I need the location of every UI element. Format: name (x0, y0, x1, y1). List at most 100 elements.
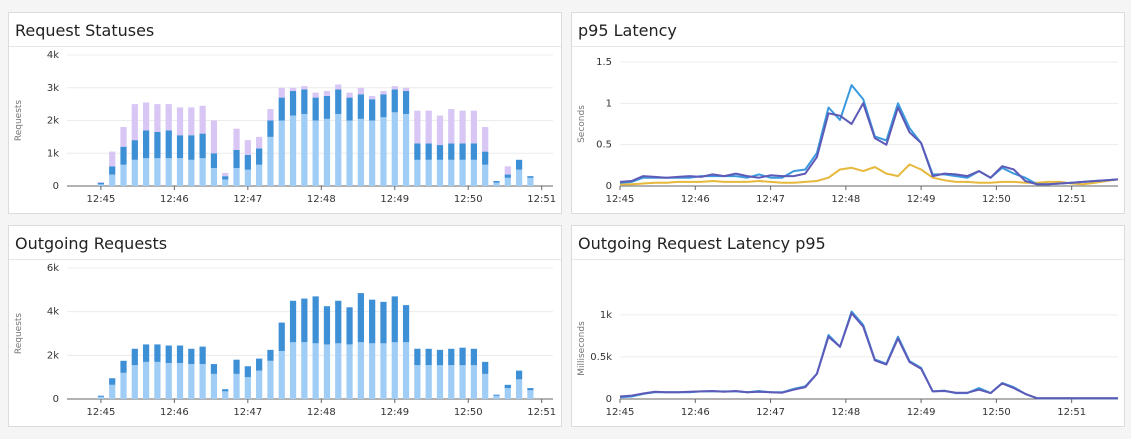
p2-bar-light (448, 365, 455, 399)
p2-bar-medium (425, 348, 432, 366)
p0-bar-light (470, 159, 477, 186)
p3-xtick-label: 12:45 (606, 407, 635, 418)
p2-bar-medium (199, 346, 206, 365)
p0-bar-medium (380, 94, 387, 118)
p0-bar-lavender (335, 84, 342, 90)
p2-bar-light (267, 360, 274, 399)
p2-bar-medium (482, 361, 489, 374)
p2-ytick-label: 4k (47, 307, 59, 318)
p0-bar-light (120, 164, 127, 186)
p0-bar-light (323, 118, 331, 186)
p0-bar-light (448, 159, 455, 186)
p0-bar-lavender (391, 86, 398, 90)
outgoing-requests-title: Outgoing Requests (9, 226, 561, 260)
p0-bar-medium (109, 166, 116, 175)
p0-bar-medium (289, 91, 297, 116)
p1-ylabel: Seconds (577, 105, 587, 143)
p2-bar-medium (176, 345, 184, 363)
p0-bar-lavender (131, 104, 138, 141)
p0-bar-medium (131, 140, 138, 160)
outgoing-requests-panel: Outgoing Requests 0 2k 4k 6k 12:45 12:46 12:47… (8, 225, 562, 427)
p0-bar-medium (425, 143, 432, 160)
p0-bar-medium (188, 135, 195, 160)
p2-bar-medium (256, 358, 263, 371)
p2-bar-medium (210, 364, 218, 374)
p1-ytick-label: 0.5 (596, 140, 612, 151)
p0-bar-medium (176, 135, 184, 159)
p2-bar-medium (278, 322, 285, 351)
p2-ytick-label: 6k (47, 263, 59, 274)
p0-bar-lavender (312, 92, 319, 98)
p2-bar-light (256, 370, 263, 399)
p0-bar-light (380, 117, 387, 186)
p0-bar-light (301, 113, 308, 186)
p0-bar-medium (278, 97, 285, 121)
p0-bar-medium (515, 159, 523, 170)
p0-bar-medium (222, 176, 229, 180)
p0-bar-medium (504, 174, 511, 178)
p2-bar-light (436, 365, 444, 399)
p0-bar-lavender (176, 107, 184, 136)
p0-bar-lavender (165, 104, 172, 131)
p0-bar-light (335, 113, 342, 186)
p0-xtick-label: 12:48 (307, 194, 336, 205)
p0-bar-light (244, 169, 251, 186)
p0-bar-lavender (357, 87, 364, 95)
p0-xtick-label: 12:50 (454, 194, 483, 205)
p2-bar-medium (120, 360, 127, 373)
p3-line-blue (619, 310, 1118, 400)
p0-bar-light (482, 164, 489, 186)
p2-bar-light (425, 365, 432, 399)
p0-bar-lavender (448, 109, 455, 144)
p2-bar-medium (301, 298, 308, 343)
p0-bar-lavender (222, 172, 229, 177)
p3-ytick-label: 0 (606, 394, 612, 405)
p2-xtick-label: 12:45 (86, 407, 115, 418)
p2-bar-medium (470, 348, 477, 366)
p1-line-purple (619, 102, 1119, 186)
p0-bar-light (165, 158, 172, 186)
p0-bar-lavender (402, 87, 410, 92)
p2-bar-medium (165, 345, 172, 363)
p0-bar-medium (482, 151, 489, 165)
p2-bar-light (504, 388, 511, 399)
p2-bar-light (470, 365, 477, 399)
p2-xtick-label: 12:46 (160, 407, 189, 418)
p0-xtick-label: 12:45 (86, 194, 115, 205)
p2-ytick-label: 0 (53, 394, 59, 405)
p0-ytick-label: 0 (53, 181, 59, 192)
p0-bar-medium (448, 143, 455, 160)
p0-bar-lavender (301, 86, 308, 90)
p0-bar-light (199, 158, 206, 186)
p0-bar-medium (312, 97, 319, 121)
p0-bar-medium (210, 153, 218, 168)
p0-bar-medium (335, 89, 342, 114)
p0-bar-light (459, 159, 466, 186)
p2-bar-medium (109, 378, 116, 385)
p0-bar-light (527, 177, 534, 186)
p3-ytick-label: 0.5k (590, 352, 612, 363)
p2-bar-light (335, 343, 342, 399)
p1-xtick-label: 12:45 (606, 194, 635, 205)
p1-xtick-label: 12:48 (831, 194, 860, 205)
outgoing-requests-chart: 0 2k 4k 6k 12:45 12:46 12:47 12:48 12:49 12:50 12:… (14, 263, 556, 418)
p2-bar-light (414, 365, 421, 399)
p2-bar-medium (504, 384, 511, 389)
p3-xtick-label: 12:48 (831, 407, 860, 418)
p2-bar-light (515, 379, 523, 399)
p0-bar-lavender (470, 110, 477, 144)
p0-bar-lavender (278, 87, 285, 98)
request-statuses-panel: Request Statuses 0 1k 2k 3k 4k 12:45 12:46 12:4… (8, 12, 562, 214)
p0-ytick-label: 2k (47, 116, 59, 127)
p0-bar-light (131, 159, 138, 186)
p0-bar-light (402, 113, 410, 186)
p0-bar-light (143, 158, 150, 186)
p2-bar-light (482, 373, 489, 399)
p2-bar-medium (527, 388, 534, 391)
p0-bar-light (369, 120, 376, 186)
p2-bar-light (199, 364, 206, 399)
p1-ytick-label: 0 (606, 181, 612, 192)
p0-bar-lavender (154, 104, 161, 132)
p0-bar-light (109, 174, 116, 186)
p2-bar-light (165, 362, 172, 399)
